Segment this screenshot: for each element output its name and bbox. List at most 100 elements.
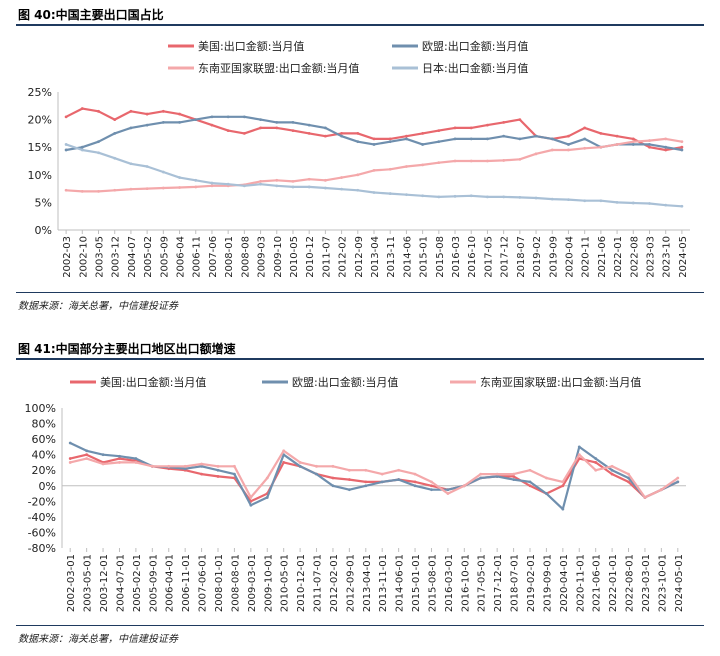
fig41-x-tick-label: 2015-01-01 <box>411 554 422 612</box>
fig40-data-point-us <box>80 107 84 110</box>
fig40-x-tick-label: 2018-07 <box>516 236 527 278</box>
fig41-data-point-asean <box>594 468 598 472</box>
fig40-x-tick-label: 2016-03 <box>451 236 462 278</box>
fig40-data-point-japan <box>210 181 214 185</box>
fig41-data-point-eu <box>577 445 581 449</box>
fig41-data-point-asean <box>249 496 253 499</box>
fig41-x-tick-label: 2017-12-01 <box>493 554 504 612</box>
fig40-data-point-us <box>356 132 360 135</box>
fig41-data-point-asean <box>545 476 548 480</box>
fig41-data-point-asean <box>413 472 417 476</box>
fig40-data-point-us <box>372 137 376 141</box>
fig41-data-point-us <box>430 484 433 488</box>
fig40-data-point-japan <box>64 143 68 146</box>
fig40-ytick-label: 10% <box>28 169 52 182</box>
fig41-data-point-us <box>364 480 368 484</box>
fig41-data-point-us <box>594 461 598 464</box>
fig41-data-point-asean <box>512 472 515 476</box>
fig41-data-point-asean <box>462 484 466 488</box>
fig40-data-point-japan <box>80 148 84 152</box>
fig41-data-point-asean <box>676 476 680 480</box>
fig41-data-point-eu <box>331 484 335 488</box>
fig40-data-point-us <box>518 118 522 121</box>
fig40-data-point-us <box>388 137 392 141</box>
fig40-data-point-japan <box>242 184 246 188</box>
fig41-data-point-eu <box>594 457 598 460</box>
fig41-data-point-us <box>347 478 351 481</box>
fig40-x-tick-label: 2005-09 <box>159 236 170 278</box>
fig40-data-point-eu <box>242 115 246 119</box>
fig40-data-point-eu <box>64 148 68 152</box>
fig41-data-point-eu <box>216 468 220 472</box>
fig41-x-tick-label: 2022-01-01 <box>608 554 619 612</box>
fig40-data-point-japan <box>291 185 295 189</box>
fig40-x-tick-label: 2007-06 <box>208 236 219 278</box>
fig41-x-tick-label: 2023-03-01 <box>641 554 652 612</box>
fig40-data-point-asean <box>372 168 376 172</box>
fig40-x-tick-label: 2006-11 <box>192 236 203 278</box>
fig41-data-point-asean <box>101 462 105 466</box>
fig41-x-tick-label: 2016-03-01 <box>444 554 455 612</box>
fig41-data-point-eu <box>134 457 138 460</box>
fig40-x-tick-label: 2019-02 <box>532 236 543 278</box>
fig40-data-point-eu <box>388 140 392 144</box>
fig41-data-point-asean <box>627 472 630 476</box>
fig40-data-point-eu <box>307 123 311 127</box>
fig41-x-tick-label: 2023-10-01 <box>657 554 668 612</box>
fig40-data-point-us <box>680 145 684 149</box>
fig41-x-tick-label: 2014-06-01 <box>395 554 406 612</box>
fig41-ytick-label: 80% <box>32 418 56 431</box>
fig41-ytick-label: -40% <box>28 511 56 524</box>
fig41-x-tick-label: 2008-01-01 <box>214 554 225 612</box>
fig40-data-point-eu <box>453 137 457 141</box>
fig41-x-tick-label: 2010-12-01 <box>296 554 307 612</box>
fig41-x-tick-label: 2013-04-01 <box>362 554 373 612</box>
fig40-data-point-japan <box>388 192 392 195</box>
fig40-x-tick-label: 2014-06 <box>402 236 413 278</box>
fig41-data-point-us <box>413 480 417 484</box>
fig41-x-tick-label: 2016-10-01 <box>460 554 471 612</box>
fig41-data-point-asean <box>347 468 351 472</box>
fig40-data-point-eu <box>323 126 327 130</box>
fig41-x-tick-label: 2003-05-01 <box>83 554 94 612</box>
fig41-data-point-asean <box>495 472 499 476</box>
fig40-data-point-asean <box>275 178 279 182</box>
fig40-data-point-asean <box>307 177 311 181</box>
fig40-data-point-us <box>631 137 635 141</box>
fig40-x-tick-label: 2003-12 <box>111 236 122 278</box>
fig41-data-point-asean <box>397 468 401 472</box>
fig41-ytick-label: -80% <box>28 542 56 555</box>
fig40-x-tick-label: 2017-05 <box>483 236 494 278</box>
fig40-data-point-eu <box>275 120 279 124</box>
fig40-data-point-japan <box>129 162 133 166</box>
fig40-x-tick-label: 2015-01 <box>419 236 430 278</box>
fig41-data-point-eu <box>183 467 187 471</box>
fig40-x-tick-label: 2020-11 <box>581 236 592 278</box>
fig41-data-point-eu <box>364 484 368 488</box>
fig40-data-point-asean <box>453 159 457 163</box>
fig40-x-tick-label: 2011-07 <box>321 236 332 278</box>
fig41-data-point-eu <box>610 468 614 472</box>
fig41-x-tick-label: 2019-09-01 <box>542 554 553 612</box>
fig40-data-point-eu <box>664 145 668 149</box>
fig41-x-tick-label: 2022-08-01 <box>625 554 636 612</box>
fig41-title-rule <box>16 358 704 360</box>
fig40-data-point-japan <box>648 202 651 205</box>
fig41-data-point-us <box>528 484 532 488</box>
fig41-ytick-label: 0% <box>39 480 56 493</box>
fig40-data-point-japan <box>161 170 165 174</box>
fig40-x-tick-label: 2012-09 <box>354 236 365 278</box>
fig41-data-point-asean <box>331 464 335 468</box>
fig41-data-point-eu <box>298 464 302 468</box>
fig41-x-tick-label: 2009-03-01 <box>247 554 258 612</box>
fig40-data-point-eu <box>161 120 165 124</box>
fig41-data-point-us <box>85 453 89 457</box>
fig40-data-point-japan <box>631 201 635 205</box>
fig40-data-point-japan <box>275 184 279 188</box>
fig41-data-point-us <box>561 484 565 488</box>
fig40-data-point-asean <box>680 140 684 144</box>
fig40-data-point-eu <box>567 143 570 146</box>
fig40-data-point-asean <box>550 148 554 152</box>
fig41-data-point-eu <box>200 464 203 468</box>
fig41-x-tick-label: 2009-10-01 <box>263 554 274 612</box>
